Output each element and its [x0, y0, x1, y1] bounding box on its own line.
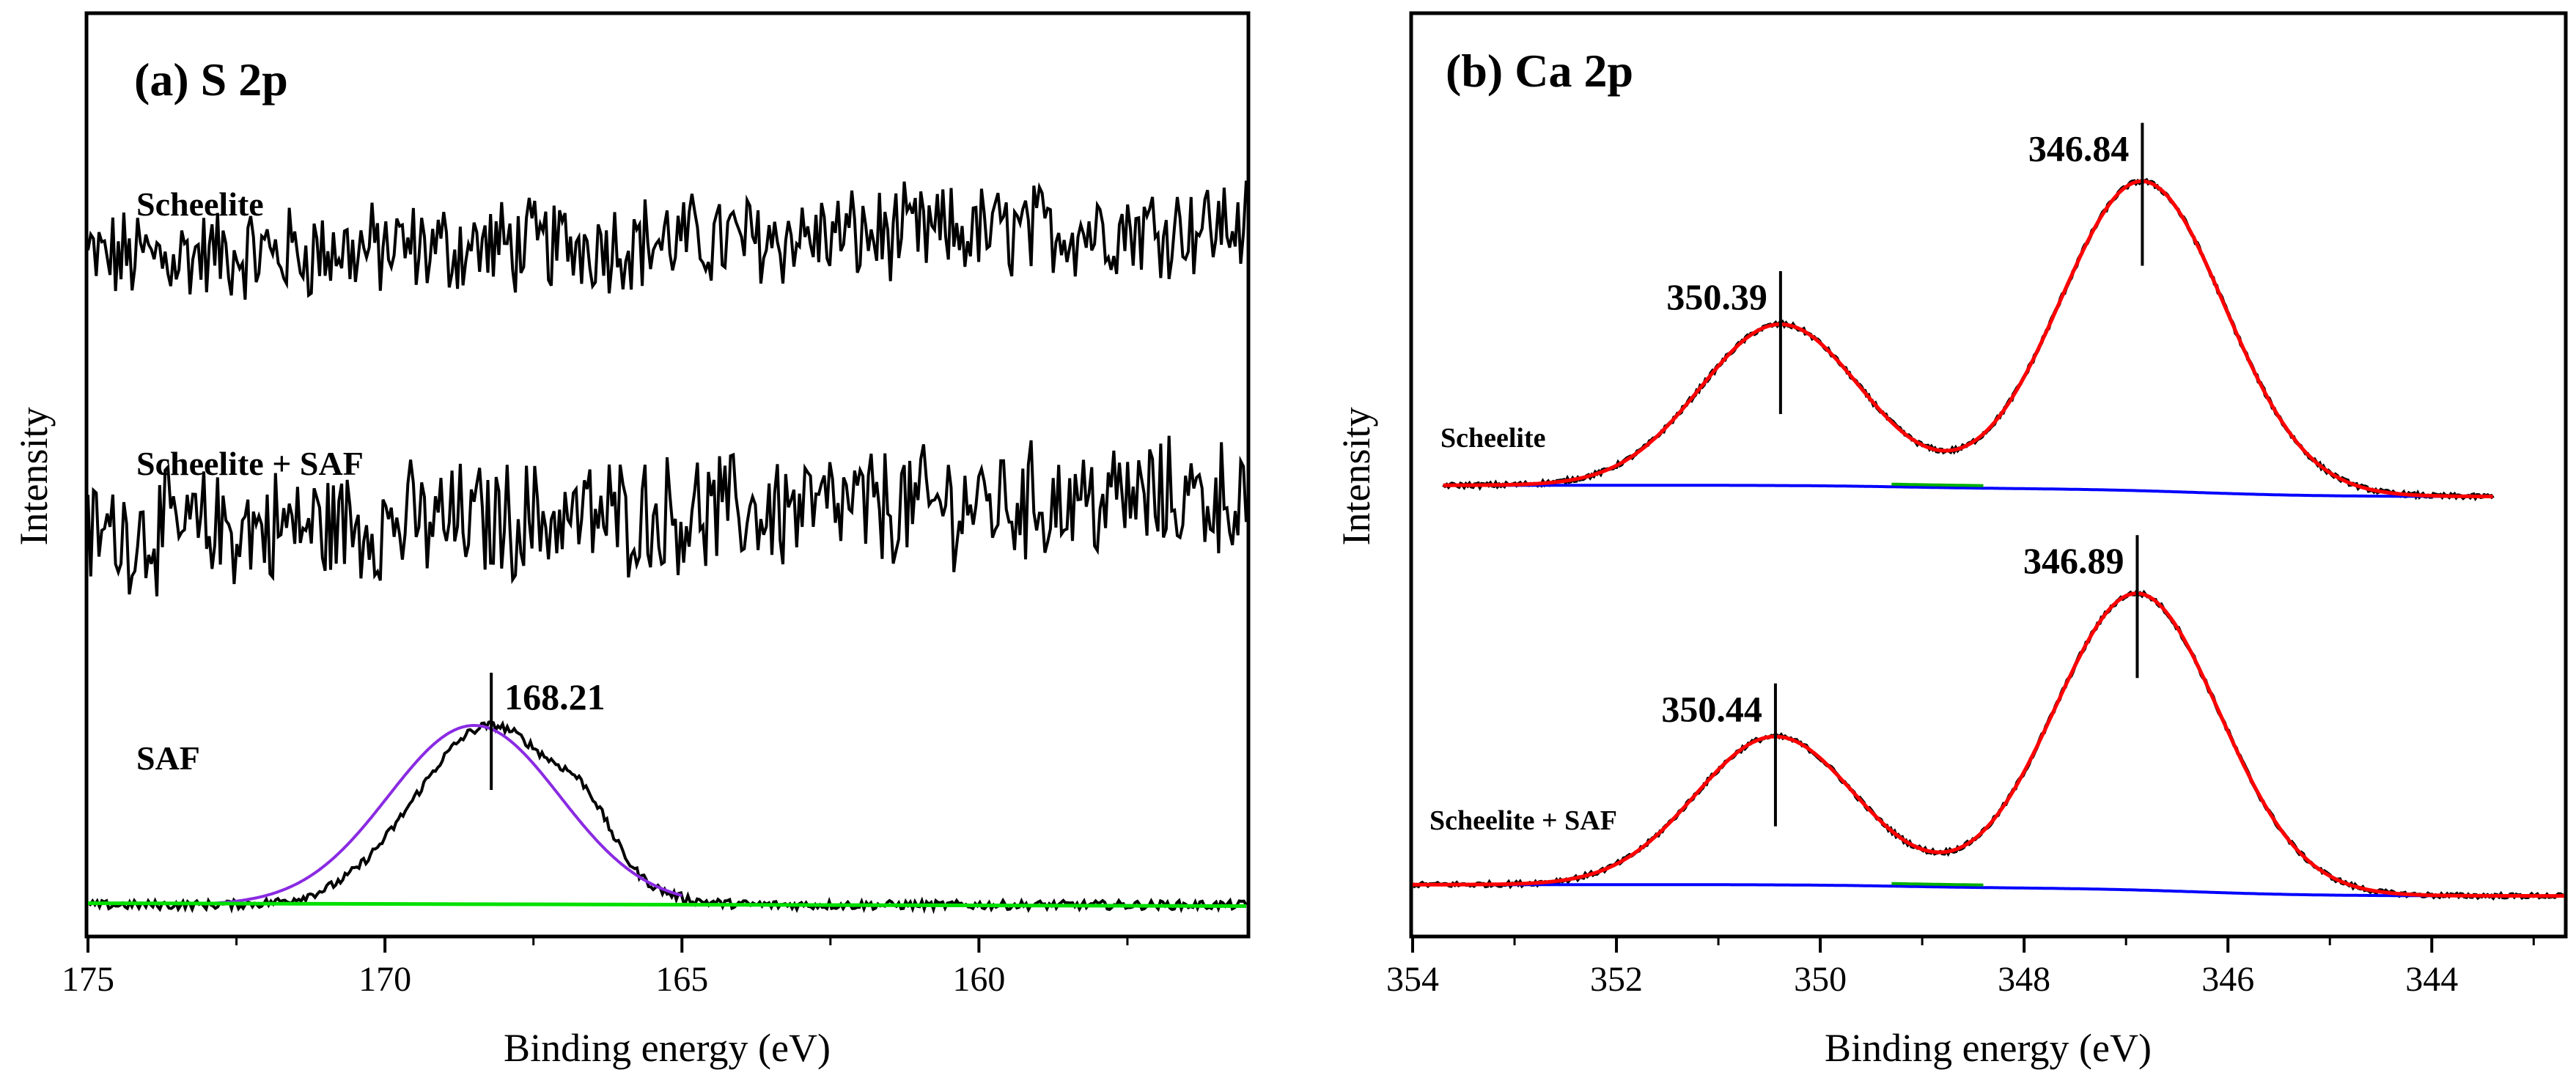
x-tick-label: 352: [1590, 960, 1643, 999]
x-tick-label: 348: [1998, 960, 2050, 999]
peak-label: 168.21: [504, 676, 606, 717]
series-label-scheelite-b: Scheelite: [1440, 423, 1546, 454]
fit-curve: [1413, 591, 2564, 898]
x-tick-label: 175: [62, 960, 114, 999]
saf-raw-trace: [87, 720, 1248, 915]
scheelite-trace: [87, 180, 1248, 300]
panel-a-x-ticks: 175 170 165 160: [62, 937, 1129, 999]
panel-a-y-axis-label: Intensity: [12, 407, 56, 546]
x-tick-label: 350: [1794, 960, 1847, 999]
x-tick-label: 346: [2201, 960, 2254, 999]
raw-trace: [1442, 177, 2495, 502]
peak-label: 350.44: [1661, 689, 1762, 730]
peak-label: 346.89: [2023, 540, 2124, 581]
x-tick-label: 160: [952, 960, 1005, 999]
raw-trace: [1411, 589, 2565, 901]
x-tick-label: 170: [358, 960, 411, 999]
panel-a: (a) S 2p 175 170 165 160 Scheelite Scheelit…: [12, 11, 1251, 1070]
component-curve: [1891, 882, 1984, 887]
peak-label: 346.84: [2028, 128, 2130, 169]
background-line: [1443, 484, 2493, 498]
panel-b: (b) Ca 2p 354 352 350 348 346 344 Scheelite S…: [1334, 11, 2568, 1070]
x-tick-label: 165: [655, 960, 708, 999]
panel-b-series-labels: Scheelite Scheelite + SAF: [1429, 423, 1617, 836]
panel-b-x-axis-label: Binding energy (eV): [1825, 1026, 2152, 1070]
peak-label: 350.39: [1666, 276, 1767, 317]
x-tick-label: 344: [2405, 960, 2458, 999]
series-label-scheelite: Scheelite: [136, 185, 264, 223]
panel-b-series: [1411, 177, 2565, 901]
panel-b-annotations: 350.39 346.84 350.44 346.89: [1661, 122, 2144, 827]
component-curve: [1891, 482, 1984, 487]
panel-a-series: [87, 180, 1248, 915]
background-line: [1413, 883, 2564, 898]
panel-a-frame: [84, 11, 1251, 939]
series-label-scheelite-saf-b: Scheelite + SAF: [1429, 805, 1617, 836]
panel-a-x-axis-label: Binding energy (eV): [504, 1026, 831, 1070]
saf-fit-curve: [207, 724, 682, 906]
saf-background-line: [87, 901, 1247, 908]
series-label-scheelite-saf: Scheelite + SAF: [136, 445, 364, 482]
scheelite-saf-trace: [87, 435, 1248, 596]
panel-a-series-labels: Scheelite Scheelite + SAF SAF: [136, 185, 364, 777]
panel-b-frame: [1409, 11, 2568, 939]
panel-b-title: (b) Ca 2p: [1446, 45, 1633, 97]
x-tick-label: 354: [1386, 960, 1439, 999]
series-label-saf: SAF: [136, 739, 200, 777]
panel-b-x-ticks: 354 352 350 348 346 344: [1386, 937, 2535, 999]
panel-a-annotations: 168.21: [490, 673, 606, 790]
panel-a-title: (a) S 2p: [134, 53, 288, 106]
fit-curve: [1443, 179, 2493, 498]
panel-b-y-axis-label: Intensity: [1334, 407, 1378, 546]
